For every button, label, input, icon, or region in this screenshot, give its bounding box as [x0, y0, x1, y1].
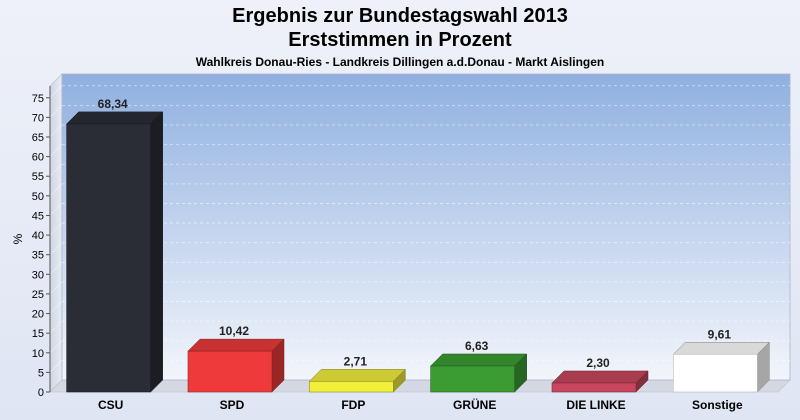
y-tick-label: 70 [32, 112, 44, 124]
y-tick-label: 75 [32, 93, 44, 105]
bar-sonstige [672, 341, 770, 393]
gridline-wall [49, 340, 63, 353]
y-tick-label: 45 [32, 210, 44, 222]
y-tick-label: 40 [32, 230, 44, 242]
value-label: 68,34 [98, 97, 128, 111]
value-label: 9,61 [708, 327, 732, 341]
x-tick-label: CSU [98, 398, 123, 412]
bar-csu [66, 111, 164, 393]
bar-front [187, 350, 273, 393]
gridline-wall [49, 222, 63, 236]
bar-top [308, 369, 406, 382]
x-tick-label: FDP [341, 398, 365, 412]
gridline-wall [49, 320, 63, 334]
bar-top [672, 342, 770, 355]
gridline-wall [49, 242, 63, 255]
plot-back-wall [61, 73, 791, 381]
gridline-wall [49, 183, 63, 197]
gridline-wall [49, 360, 63, 373]
chart-subtitle-region: Wahlkreis Donau-Ries - Landkreis Dilling… [195, 55, 605, 69]
bar-top [66, 111, 164, 125]
gridline-wall [49, 144, 63, 157]
bar-top [430, 353, 528, 367]
gridline-wall [49, 281, 63, 295]
value-label: 10,42 [219, 324, 249, 338]
y-tick-label: 5 [38, 367, 44, 379]
bar-grüne [430, 353, 528, 393]
bar-front [66, 123, 151, 393]
bar-fdp [308, 368, 406, 393]
gridline-wall [49, 85, 63, 98]
bar-front [430, 365, 515, 393]
y-tick-label: 65 [32, 132, 44, 144]
gridline-wall [49, 262, 63, 275]
gridline-wall [49, 203, 63, 216]
y-tick-label: 50 [32, 191, 44, 203]
value-label: 2,30 [586, 356, 610, 370]
y-tick-label: 35 [32, 250, 44, 262]
value-label: 6,63 [465, 339, 489, 353]
y-tick-label: 20 [32, 309, 44, 321]
gridline-wall [49, 164, 63, 177]
bar-die-linke [551, 370, 649, 393]
gridline-wall [49, 105, 63, 118]
chart-subtitle: Erststimmen in Prozent [288, 29, 512, 51]
chart-titles: Ergebnis zur Bundestagswahl 2013 Erststi… [0, 0, 800, 70]
bar-top [187, 338, 285, 352]
bar-spd [187, 338, 285, 393]
bar-front [309, 381, 394, 393]
x-tick-label: SPD [220, 398, 245, 412]
bar-top [551, 370, 649, 384]
y-tick-label: 30 [32, 269, 44, 281]
bar-front [551, 382, 637, 393]
y-tick-label: 25 [32, 289, 44, 301]
y-tick-label: 60 [32, 152, 44, 164]
x-tick-label: GRÜNE [453, 397, 496, 412]
gridline-wall [49, 124, 63, 138]
chart-title: Ergebnis zur Bundestagswahl 2013 [232, 5, 568, 27]
x-tick-label: Sonstige [692, 398, 743, 412]
y-tick-label: 15 [32, 328, 44, 340]
value-label: 2,71 [344, 354, 368, 368]
y-axis-label: % [11, 233, 25, 244]
bar-side [150, 111, 163, 393]
bar-front [673, 353, 758, 393]
gridline-wall [49, 301, 63, 314]
x-tick-label: DIE LINKE [566, 398, 625, 412]
y-tick-label: 10 [32, 348, 44, 360]
y-tick-label: 55 [32, 171, 44, 183]
y-tick-label: 0 [38, 387, 44, 399]
